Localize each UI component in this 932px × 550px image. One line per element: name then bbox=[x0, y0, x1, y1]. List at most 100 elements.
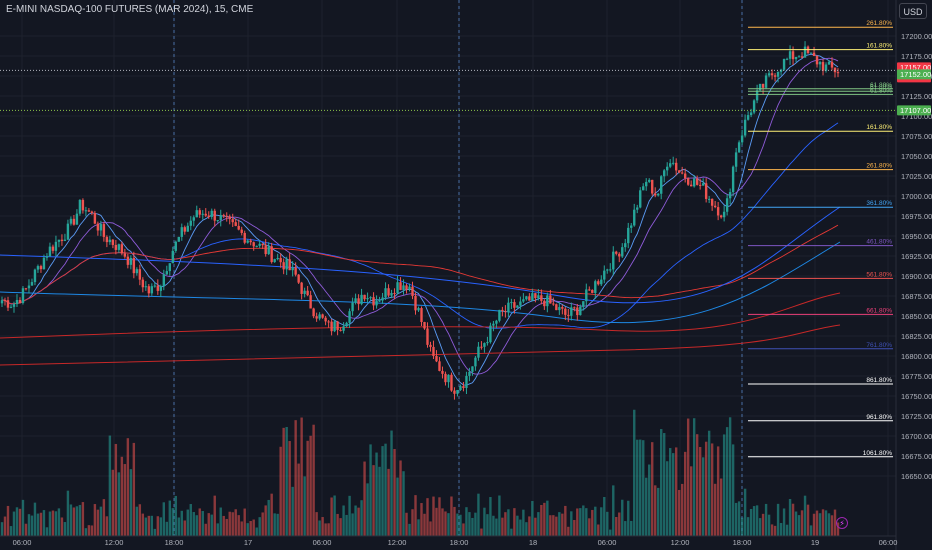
price-tick-label: 17025.00 bbox=[901, 172, 932, 181]
candle-body bbox=[671, 162, 675, 164]
volume-bar bbox=[372, 465, 375, 536]
volume-bar bbox=[69, 504, 73, 536]
price-tick-label: 16800.00 bbox=[901, 352, 932, 361]
volume-bar bbox=[33, 502, 37, 536]
volume-bar bbox=[9, 526, 13, 536]
candle-body bbox=[657, 193, 660, 196]
volume-bar bbox=[21, 499, 25, 536]
candle-body bbox=[456, 389, 459, 394]
candle-body bbox=[270, 246, 273, 263]
candle-body bbox=[81, 199, 85, 211]
volume-bar bbox=[264, 505, 267, 536]
currency-button[interactable]: USD bbox=[899, 3, 927, 19]
candle-body bbox=[432, 346, 435, 356]
volume-bar bbox=[627, 500, 630, 536]
price-tick-label: 16950.00 bbox=[901, 232, 932, 241]
volume-bar bbox=[797, 515, 801, 536]
candle-body bbox=[555, 304, 558, 311]
candle-body bbox=[791, 51, 795, 60]
candle-body bbox=[764, 75, 768, 88]
fib-level-label: 461.80% bbox=[866, 239, 892, 246]
volume-bar bbox=[132, 442, 136, 536]
price-tick-label: 17075.00 bbox=[901, 132, 932, 141]
volume-bar bbox=[102, 499, 106, 536]
volume-bar bbox=[764, 503, 768, 536]
lightning-icon[interactable]: ⚡ bbox=[836, 517, 848, 529]
volume-bar bbox=[725, 427, 729, 536]
volume-bar bbox=[818, 513, 822, 536]
time-tick-label: 06:00 bbox=[598, 538, 617, 547]
candle-body bbox=[573, 307, 576, 309]
time-tick-label: 06:00 bbox=[313, 538, 332, 547]
candle-body bbox=[528, 296, 531, 301]
candle-body bbox=[108, 239, 112, 243]
candle-body bbox=[399, 282, 402, 290]
volume-bar bbox=[669, 448, 672, 536]
candle-body bbox=[651, 179, 654, 194]
candle-body bbox=[39, 266, 43, 270]
candle-body bbox=[6, 300, 10, 308]
volume-bar bbox=[39, 512, 43, 536]
candle-body bbox=[402, 285, 405, 290]
volume-bar bbox=[474, 512, 477, 536]
volume-bar bbox=[261, 512, 264, 536]
candle-body bbox=[830, 61, 834, 68]
volume-bar bbox=[677, 489, 681, 536]
candle-body bbox=[405, 285, 408, 290]
volume-bar bbox=[755, 505, 759, 536]
volume-bar bbox=[234, 509, 237, 536]
volume-bar bbox=[411, 509, 414, 536]
volume-bar bbox=[651, 442, 654, 536]
volume-bar bbox=[480, 528, 483, 536]
volume-bar bbox=[462, 523, 465, 536]
volume-bar bbox=[414, 495, 417, 536]
price-tick-label: 16725.00 bbox=[901, 412, 932, 421]
candle-body bbox=[354, 298, 357, 303]
volume-bar bbox=[390, 430, 393, 536]
volume-bar bbox=[806, 504, 810, 536]
candle-body bbox=[339, 329, 342, 331]
candle-body bbox=[420, 308, 423, 323]
candle-body bbox=[315, 316, 318, 319]
volume-bar bbox=[303, 476, 306, 536]
candle-body bbox=[45, 256, 49, 258]
volume-bar bbox=[528, 516, 531, 536]
volume-bar bbox=[204, 523, 207, 536]
candle-body bbox=[3, 300, 7, 302]
candle-body bbox=[51, 246, 55, 251]
candle-body bbox=[612, 251, 615, 270]
candle-body bbox=[63, 239, 67, 242]
volume-bar bbox=[57, 508, 61, 536]
candle-body bbox=[252, 242, 255, 247]
candle-body bbox=[540, 295, 543, 301]
price-label-value: 17152.00 bbox=[900, 70, 931, 79]
candle-body bbox=[552, 303, 555, 305]
candle-body bbox=[621, 247, 624, 257]
candle-body bbox=[561, 307, 564, 309]
volume-bar bbox=[624, 521, 627, 536]
candle-body bbox=[426, 328, 429, 345]
candle-body bbox=[716, 207, 720, 216]
candle-body bbox=[111, 239, 115, 245]
candle-body bbox=[588, 289, 591, 291]
volume-bar bbox=[785, 524, 789, 536]
candle-body bbox=[198, 210, 201, 215]
volume-bar bbox=[27, 514, 31, 536]
volume-bar bbox=[695, 434, 699, 536]
volume-bar bbox=[192, 512, 195, 536]
volume-bar bbox=[432, 496, 435, 536]
volume-bar bbox=[639, 439, 642, 536]
candle-body bbox=[477, 346, 480, 358]
volume-bar bbox=[489, 497, 492, 536]
volume-bar bbox=[809, 525, 813, 536]
candle-body bbox=[189, 220, 192, 226]
volume-bar bbox=[767, 514, 771, 536]
candle-body bbox=[384, 288, 387, 298]
candle-body bbox=[429, 344, 432, 347]
volume-bar bbox=[477, 493, 480, 536]
volume-bars bbox=[0, 409, 840, 536]
candle-body bbox=[537, 295, 540, 299]
candle-body bbox=[630, 225, 633, 228]
volume-bar bbox=[408, 523, 411, 536]
